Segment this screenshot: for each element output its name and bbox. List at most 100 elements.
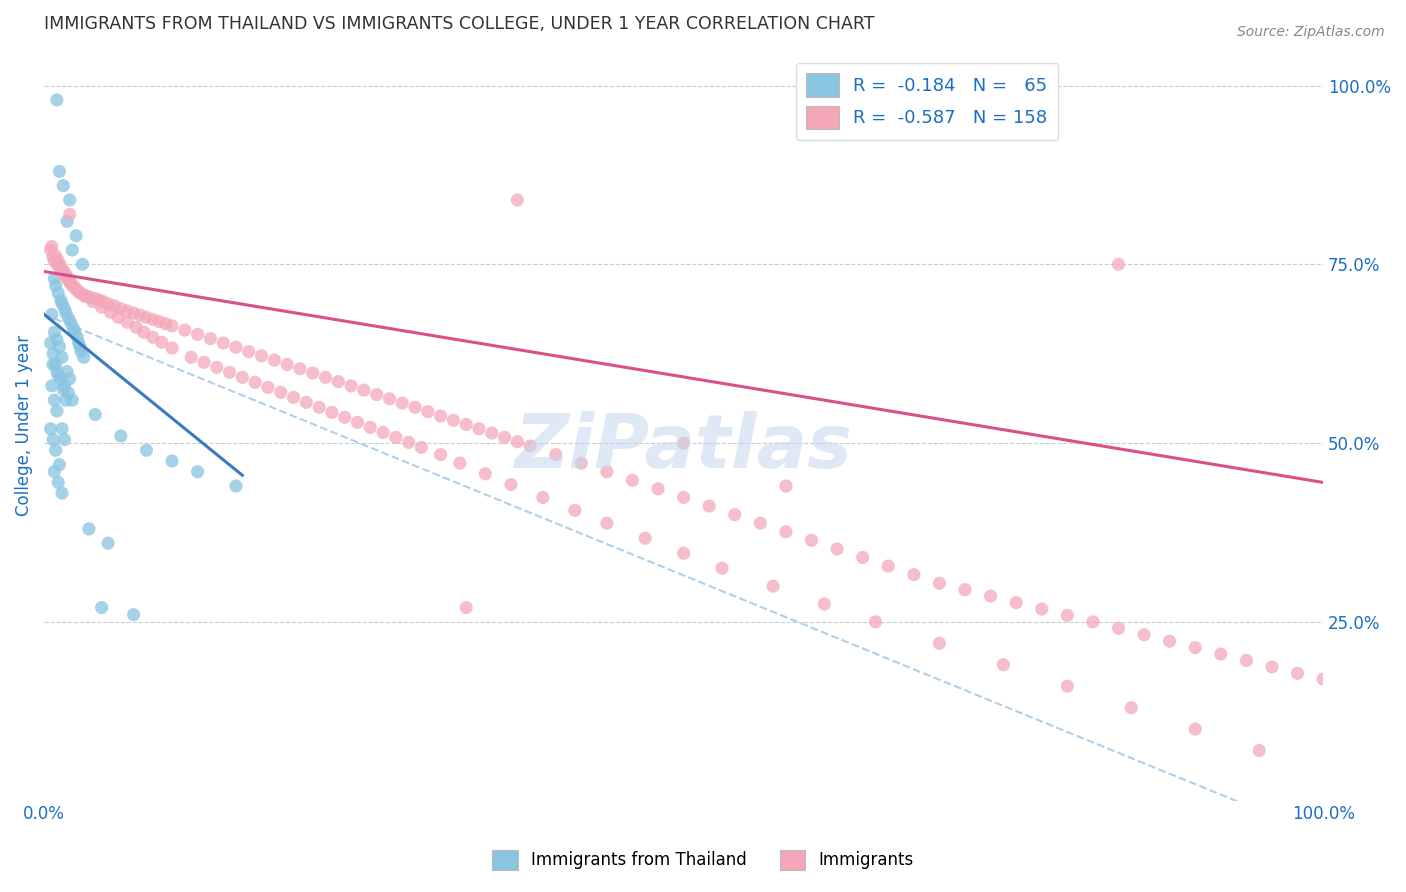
Point: [519, 439, 541, 453]
Point: [97, 296, 120, 310]
Point: [263, 353, 285, 368]
Point: [84, 292, 107, 306]
Point: [647, 482, 669, 496]
Point: [544, 448, 567, 462]
Text: IMMIGRANTS FROM THAILAND VS IMMIGRANTS COLLEGE, UNDER 1 YEAR CORRELATION CHART: IMMIGRANTS FROM THAILAND VS IMMIGRANTS C…: [44, 15, 875, 33]
Point: [39, 422, 62, 436]
Point: [45, 93, 67, 107]
Point: [48, 260, 70, 275]
Point: [225, 340, 247, 354]
Point: [474, 467, 496, 481]
Point: [378, 392, 401, 406]
Point: [205, 360, 228, 375]
Point: [456, 417, 478, 432]
Point: [193, 355, 215, 369]
Point: [865, 615, 887, 629]
Point: [596, 516, 619, 531]
Point: [129, 308, 152, 322]
Point: [45, 333, 67, 347]
Point: [55, 306, 77, 320]
Point: [468, 422, 491, 436]
Point: [49, 372, 72, 386]
Point: [825, 541, 848, 556]
Point: [69, 340, 91, 354]
Point: [231, 370, 253, 384]
Point: [928, 576, 950, 591]
Point: [46, 253, 69, 268]
Point: [315, 370, 337, 384]
Point: [160, 454, 183, 468]
Point: [53, 433, 76, 447]
Point: [724, 508, 747, 522]
Point: [84, 408, 107, 422]
Point: [672, 546, 695, 560]
Point: [257, 380, 280, 394]
Point: [621, 473, 644, 487]
Point: [353, 383, 375, 397]
Point: [993, 657, 1015, 672]
Point: [877, 559, 900, 574]
Point: [762, 579, 785, 593]
Point: [41, 307, 63, 321]
Point: [70, 344, 93, 359]
Point: [51, 422, 73, 436]
Point: [69, 285, 91, 300]
Point: [404, 401, 426, 415]
Point: [928, 636, 950, 650]
Point: [82, 294, 104, 309]
Point: [60, 393, 83, 408]
Point: [52, 263, 75, 277]
Point: [775, 479, 797, 493]
Point: [569, 456, 592, 470]
Point: [65, 228, 87, 243]
Point: [212, 336, 235, 351]
Point: [72, 257, 94, 271]
Point: [58, 310, 80, 325]
Point: [429, 409, 451, 423]
Point: [44, 326, 66, 340]
Point: [65, 282, 87, 296]
Point: [1121, 700, 1143, 714]
Point: [59, 193, 82, 207]
Point: [49, 259, 72, 273]
Point: [56, 271, 79, 285]
Point: [449, 456, 471, 470]
Point: [67, 285, 90, 299]
Point: [44, 271, 66, 285]
Text: ZiPatlas: ZiPatlas: [515, 411, 852, 484]
Y-axis label: College, Under 1 year: College, Under 1 year: [15, 334, 32, 516]
Point: [494, 430, 516, 444]
Point: [1108, 257, 1130, 271]
Point: [107, 310, 129, 325]
Point: [346, 416, 368, 430]
Point: [391, 396, 413, 410]
Point: [852, 550, 875, 565]
Point: [59, 372, 82, 386]
Point: [672, 491, 695, 505]
Point: [295, 395, 318, 409]
Point: [90, 600, 112, 615]
Point: [132, 326, 155, 340]
Point: [49, 293, 72, 307]
Point: [359, 420, 381, 434]
Legend: Immigrants from Thailand, Immigrants: Immigrants from Thailand, Immigrants: [486, 843, 920, 877]
Point: [308, 401, 330, 415]
Point: [1005, 596, 1028, 610]
Point: [48, 164, 70, 178]
Point: [481, 426, 503, 441]
Point: [42, 347, 65, 361]
Point: [56, 365, 79, 379]
Point: [87, 293, 110, 307]
Point: [411, 441, 433, 455]
Point: [62, 321, 84, 335]
Point: [59, 275, 82, 289]
Point: [45, 278, 67, 293]
Point: [1159, 634, 1181, 648]
Point: [59, 316, 82, 330]
Point: [58, 271, 80, 285]
Point: [45, 404, 67, 418]
Point: [110, 301, 132, 316]
Point: [100, 305, 122, 319]
Point: [385, 430, 408, 444]
Point: [66, 330, 89, 344]
